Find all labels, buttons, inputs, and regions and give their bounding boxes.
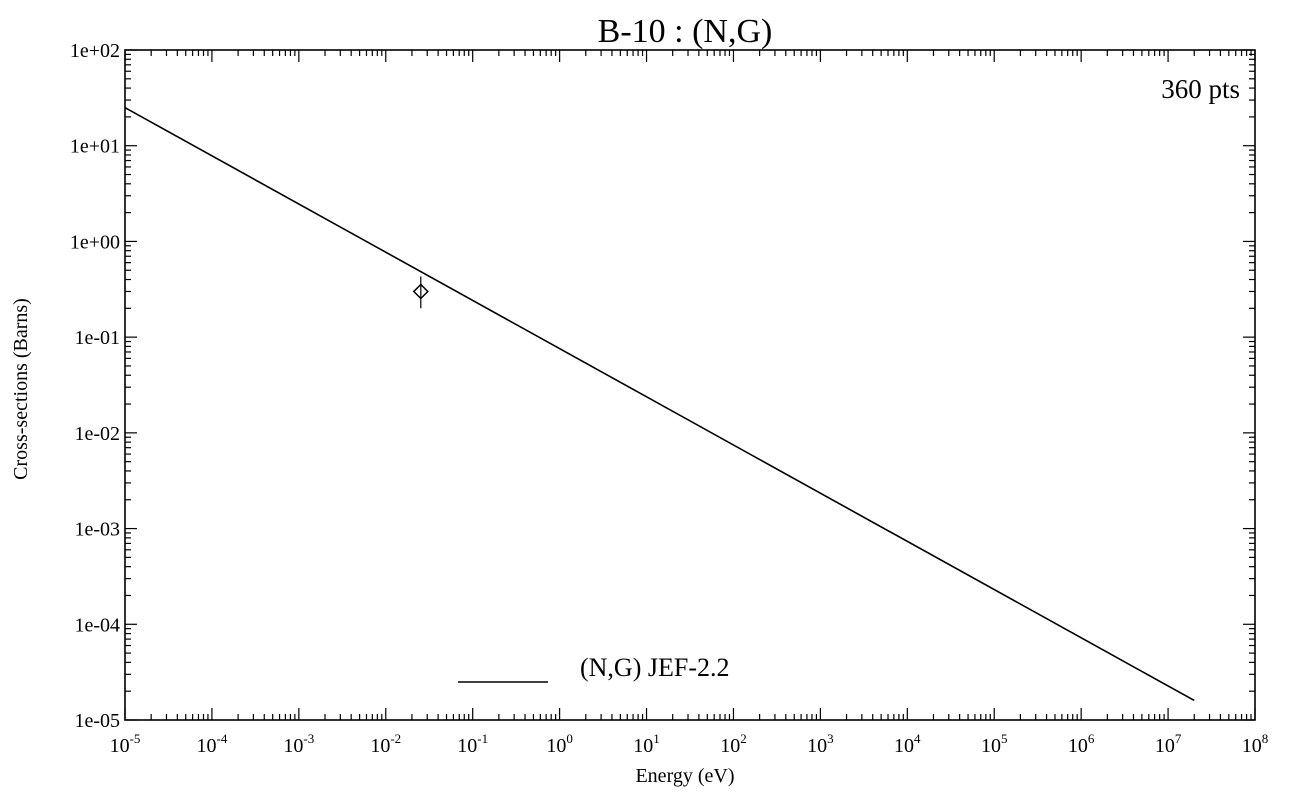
- x-tick-label: 10-3: [283, 731, 314, 757]
- y-tick-label: 1e-01: [74, 327, 120, 349]
- x-tick-label: 107: [1155, 731, 1182, 757]
- x-tick-label: 10-2: [370, 731, 401, 757]
- x-tick-label: 10-5: [110, 731, 141, 757]
- legend: (N,G) JEF-2.2: [458, 653, 730, 683]
- x-tick-label: 105: [981, 731, 1008, 757]
- x-axis-label: Energy (eV): [635, 765, 734, 787]
- x-tick-labels: 10-5 10-4 10-3 10-2 10-1 100 101 102 103 104 105 10…: [110, 731, 1269, 757]
- y-tick-label: 1e-05: [74, 710, 120, 732]
- y-tick-label: 1e+02: [70, 40, 120, 62]
- points-annotation: 360 pts: [1161, 74, 1240, 104]
- x-tick-label: 102: [720, 731, 747, 757]
- measurements: [412, 276, 429, 309]
- data-series: [124, 106, 1195, 702]
- series-line: [124, 106, 1195, 702]
- y-tick-label: 1e-04: [74, 614, 120, 636]
- plot-frame: [124, 49, 1256, 721]
- x-tick-label: 10-4: [197, 731, 228, 757]
- x-tick-label: 106: [1068, 731, 1095, 757]
- y-tick-label: 1e-03: [74, 519, 120, 541]
- y-tick-label: 1e+01: [70, 136, 120, 158]
- y-tick-label: 1e-02: [74, 423, 120, 445]
- x-tick-label: 103: [807, 731, 834, 757]
- data-marker: [412, 283, 429, 300]
- legend-label: (N,G) JEF-2.2: [580, 653, 730, 682]
- x-tick-label: 101: [633, 731, 660, 757]
- y-axis-label: Cross-sections (Barns): [10, 298, 32, 480]
- y-tick-labels: 1e+02 1e+01 1e+00 1e-01 1e-02 1e-03 1e-04 1e-05: [70, 40, 120, 732]
- x-tick-label: 100: [546, 731, 573, 757]
- x-tick-label: 10-1: [457, 731, 488, 757]
- x-tick-label: 104: [894, 731, 921, 757]
- axis-ticks: [124, 49, 1256, 721]
- chart-title: B-10 : (N,G): [598, 13, 773, 50]
- y-tick-label: 1e+00: [70, 231, 120, 253]
- x-tick-label: 108: [1242, 731, 1269, 757]
